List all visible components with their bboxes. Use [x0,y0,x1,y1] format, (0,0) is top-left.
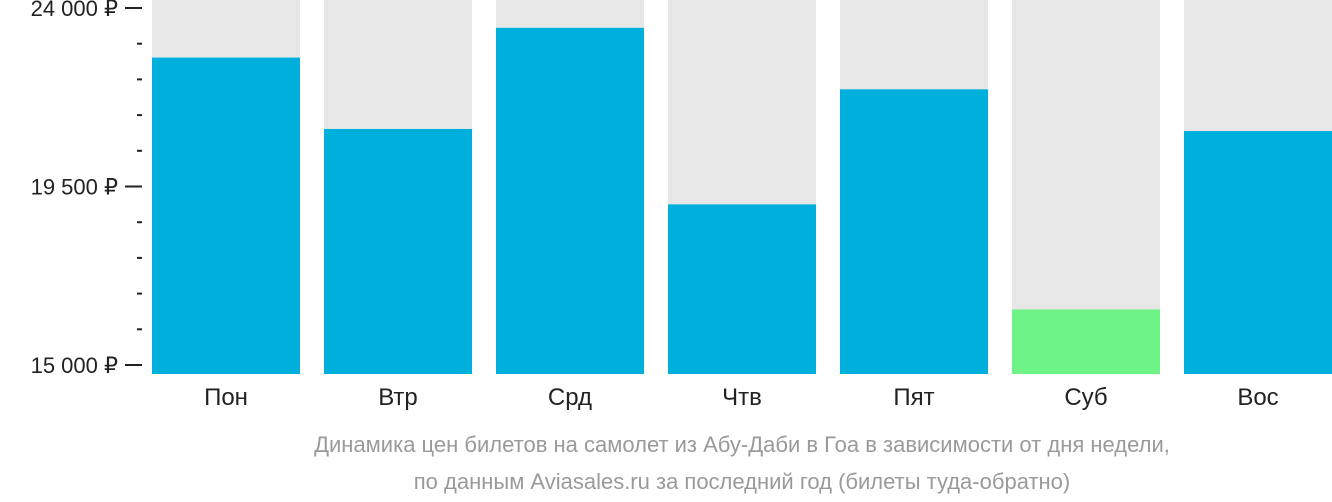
bar [668,204,816,374]
bar [324,128,472,374]
bar [496,27,644,374]
x-tick-label: Чтв [722,384,762,411]
y-tick-label: 24 000 ₽ [31,0,118,21]
bar [152,57,300,374]
x-axis: Пон Втр Срд Чтв Пят Суб Вос [204,384,1279,411]
bars [152,27,1332,375]
caption-line: по данным Aviasales.ru за последний год … [414,469,1070,494]
y-axis: 15 000 ₽ 19 500 ₽ 24 000 ₽ [31,0,142,378]
x-tick-label: Пон [204,384,248,411]
y-tick-label: 19 500 ₽ [31,175,118,200]
bar [840,89,988,375]
caption-line: Динамика цен билетов на самолет из Абу-Д… [314,432,1170,457]
x-tick-label: Пят [893,384,934,411]
x-tick-label: Суб [1064,384,1107,411]
y-tick-label: 15 000 ₽ [31,353,118,378]
x-tick-label: Втр [378,384,418,411]
chart-caption: Динамика цен билетов на самолет из Абу-Д… [314,432,1170,494]
bar [1184,130,1332,374]
bar-lowest [1012,309,1160,374]
x-tick-label: Срд [548,384,592,411]
x-tick-label: Вос [1237,384,1278,411]
